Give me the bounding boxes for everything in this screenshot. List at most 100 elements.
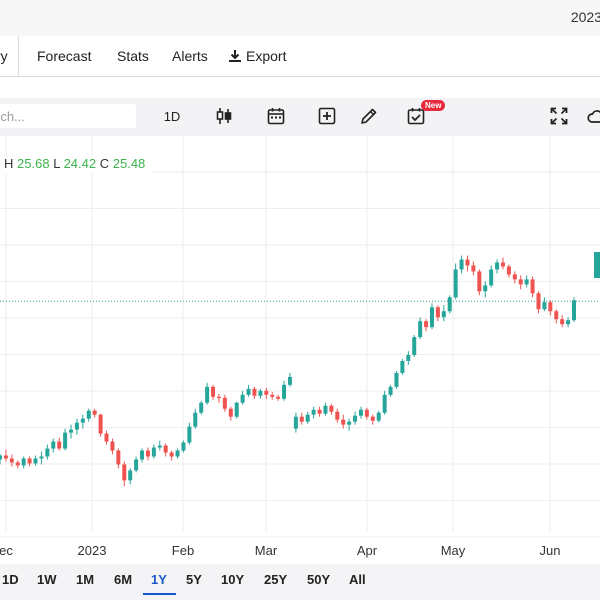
- calendar-icon: [267, 108, 285, 125]
- candle-down: [299, 416, 304, 422]
- fullscreen-button[interactable]: [546, 102, 572, 130]
- candle-up: [305, 414, 310, 422]
- candle-down: [548, 302, 553, 312]
- candle-down: [92, 410, 97, 415]
- range-1w[interactable]: 1W: [37, 572, 57, 587]
- fullscreen-icon: [550, 107, 568, 125]
- events-button[interactable]: [403, 102, 429, 130]
- top-bar: 2023: [0, 0, 600, 37]
- range-50y[interactable]: 50Y: [307, 572, 331, 587]
- low-label: L: [53, 156, 60, 171]
- high-value: 25.68: [17, 156, 50, 171]
- candle-down: [104, 433, 109, 442]
- x-tick-label: May: [441, 543, 466, 558]
- candle-down: [500, 262, 505, 267]
- candle-down: [163, 445, 168, 453]
- tab-stats[interactable]: Stats: [117, 36, 149, 76]
- symbol-search-input[interactable]: [0, 104, 136, 128]
- candle-down: [211, 386, 216, 397]
- candle-down: [560, 319, 565, 325]
- range-1m[interactable]: 1M: [76, 572, 95, 587]
- candle-down: [364, 409, 369, 417]
- range-25y[interactable]: 25Y: [264, 572, 288, 587]
- candle-up: [181, 442, 186, 451]
- candle-down: [222, 397, 227, 409]
- range-1d[interactable]: 1D: [2, 572, 19, 587]
- cloud-icon: [587, 110, 600, 123]
- x-tick-label: Jun: [540, 543, 561, 558]
- candle-up: [157, 445, 162, 448]
- candle-up: [453, 269, 458, 298]
- candle-down: [216, 396, 221, 398]
- candle-down: [9, 458, 14, 463]
- chart-type-button[interactable]: [211, 102, 237, 130]
- candle-up: [441, 311, 446, 318]
- candle-up: [51, 441, 56, 449]
- date-range-button[interactable]: [263, 102, 289, 130]
- candle-up: [418, 321, 423, 338]
- save-cloud-button[interactable]: [584, 102, 600, 130]
- candle-down: [252, 388, 257, 396]
- price-chart[interactable]: ec 2023 Feb Mar Apr May Jun: [0, 136, 600, 564]
- range-5y[interactable]: 5Y: [186, 572, 202, 587]
- candle-up: [323, 405, 328, 414]
- candle-up: [447, 297, 452, 312]
- candle-up: [39, 456, 44, 459]
- candle-up: [572, 300, 576, 321]
- candle-down: [518, 279, 523, 285]
- tab-label: Forecast: [37, 48, 92, 64]
- candle-up: [400, 360, 405, 373]
- candle-up: [193, 412, 198, 427]
- candle-down: [276, 396, 281, 399]
- candle-down: [228, 408, 233, 417]
- candle-down: [15, 462, 20, 466]
- tab-alerts[interactable]: Alerts: [172, 36, 208, 76]
- candle-up: [483, 285, 488, 292]
- candle-up: [21, 458, 26, 466]
- calendar-check-icon: [407, 108, 425, 125]
- x-tick-label: ec: [0, 543, 13, 558]
- tab-label: ry: [0, 48, 8, 64]
- candle-up: [282, 384, 287, 399]
- candle-down: [116, 450, 121, 465]
- candle-down: [145, 450, 150, 457]
- tab-export[interactable]: Export: [228, 36, 286, 76]
- candle-up: [489, 269, 494, 286]
- candle-down: [264, 390, 269, 395]
- tab-forecast[interactable]: Forecast: [37, 36, 91, 76]
- ohlc-legend: H 25.68 L 24.42 C 25.48: [0, 156, 152, 174]
- candle-up: [495, 262, 500, 270]
- range-all[interactable]: All: [349, 572, 366, 587]
- candle-up: [128, 470, 133, 481]
- candle-down: [122, 464, 127, 481]
- candle-down: [335, 411, 340, 420]
- x-tick-label: Apr: [357, 543, 378, 558]
- candle-up: [353, 415, 358, 422]
- close-label: C: [99, 156, 110, 171]
- download-icon: [229, 50, 241, 62]
- range-10y[interactable]: 10Y: [221, 572, 245, 587]
- candle-up: [63, 432, 68, 449]
- draw-button[interactable]: [356, 102, 382, 130]
- candle-up: [33, 458, 38, 464]
- candle-down: [435, 307, 440, 318]
- high-label: H: [4, 156, 14, 171]
- candle-down: [477, 271, 482, 292]
- candle-up: [542, 302, 547, 310]
- draw-icon: [361, 108, 377, 124]
- tab-history[interactable]: ry: [0, 36, 19, 76]
- candle-down: [370, 416, 375, 421]
- candle-down: [471, 265, 476, 272]
- candle-down: [329, 405, 334, 412]
- candles: [0, 255, 576, 487]
- interval-button[interactable]: 1D: [163, 108, 181, 124]
- active-range-underline: [143, 593, 176, 595]
- range-6m[interactable]: 6M: [114, 572, 133, 587]
- range-1y[interactable]: 1Y: [151, 572, 167, 587]
- add-indicator-button[interactable]: [314, 102, 340, 130]
- candle-up: [382, 394, 387, 413]
- tab-bar: ry Forecast Stats Alerts Export: [0, 36, 600, 77]
- candle-down: [512, 274, 517, 280]
- candle-up: [388, 386, 393, 395]
- candle-down: [57, 441, 62, 449]
